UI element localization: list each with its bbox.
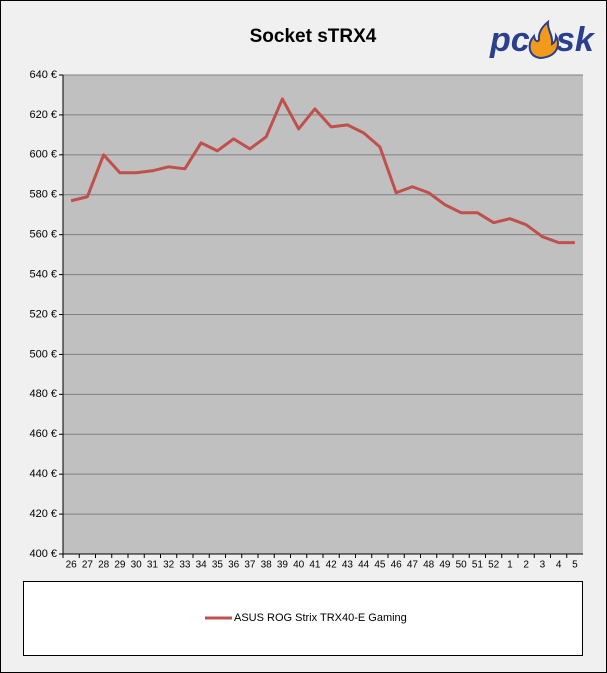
x-tick-label: 44 bbox=[358, 560, 370, 571]
x-tick-label: 4 bbox=[556, 560, 562, 571]
x-tick-label: 1 bbox=[507, 560, 513, 571]
x-tick-label: 52 bbox=[488, 560, 500, 571]
y-tick-label: 560 € bbox=[29, 229, 57, 241]
x-tick-label: 48 bbox=[423, 560, 435, 571]
x-tick-label: 39 bbox=[277, 560, 289, 571]
x-tick-label: 5 bbox=[572, 560, 578, 571]
y-tick-label: 540 € bbox=[29, 268, 57, 280]
x-tick-label: 49 bbox=[439, 560, 451, 571]
chart-title: Socket sTRX4 bbox=[250, 26, 377, 47]
y-tick-label: 500 € bbox=[29, 348, 57, 360]
x-tick-label: 41 bbox=[309, 560, 321, 571]
x-tick-label: 29 bbox=[114, 560, 126, 571]
x-tick-label: 36 bbox=[228, 560, 240, 571]
y-tick-label: 440 € bbox=[29, 468, 57, 480]
x-tick-label: 3 bbox=[540, 560, 546, 571]
x-tick-label: 28 bbox=[98, 560, 110, 571]
y-tick-label: 620 € bbox=[29, 109, 57, 121]
x-tick-label: 37 bbox=[244, 560, 256, 571]
x-tick-label: 46 bbox=[391, 560, 403, 571]
y-tick-label: 520 € bbox=[29, 308, 57, 320]
x-tick-label: 45 bbox=[374, 560, 386, 571]
y-tick-label: 580 € bbox=[29, 189, 57, 201]
logo: pc sk bbox=[489, 19, 596, 60]
y-tick-label: 460 € bbox=[29, 428, 57, 440]
legend-label: ASUS ROG Strix TRX40-E Gaming bbox=[234, 612, 407, 624]
data-line bbox=[70, 97, 575, 245]
x-tick-label: 43 bbox=[342, 560, 354, 571]
legend-box bbox=[23, 581, 583, 656]
logo-text: pc bbox=[489, 21, 530, 59]
x-tick-label: 50 bbox=[456, 560, 468, 571]
x-tick-label: 40 bbox=[293, 560, 305, 571]
x-tick-label: 30 bbox=[131, 560, 143, 571]
y-tick-label: 400 € bbox=[29, 548, 57, 560]
y-tick-label: 420 € bbox=[29, 508, 57, 520]
x-tick-label: 26 bbox=[66, 560, 78, 571]
x-tick-label: 31 bbox=[147, 560, 159, 571]
y-tick-label: 480 € bbox=[29, 388, 57, 400]
x-tick-label: 42 bbox=[326, 560, 338, 571]
x-tick-label: 33 bbox=[179, 560, 191, 571]
logo-text: sk bbox=[556, 21, 596, 59]
x-tick-label: 38 bbox=[261, 560, 273, 571]
y-tick-label: 600 € bbox=[29, 149, 57, 161]
x-tick-label: 32 bbox=[163, 560, 175, 571]
x-tick-label: 27 bbox=[82, 560, 94, 571]
y-tick-label: 640 € bbox=[29, 69, 57, 81]
x-tick-label: 35 bbox=[212, 560, 224, 571]
x-tick-label: 51 bbox=[472, 560, 484, 571]
x-tick-label: 34 bbox=[196, 560, 208, 571]
x-tick-label: 2 bbox=[523, 560, 529, 571]
x-tick-label: 47 bbox=[407, 560, 419, 571]
logo-flame bbox=[528, 19, 559, 60]
